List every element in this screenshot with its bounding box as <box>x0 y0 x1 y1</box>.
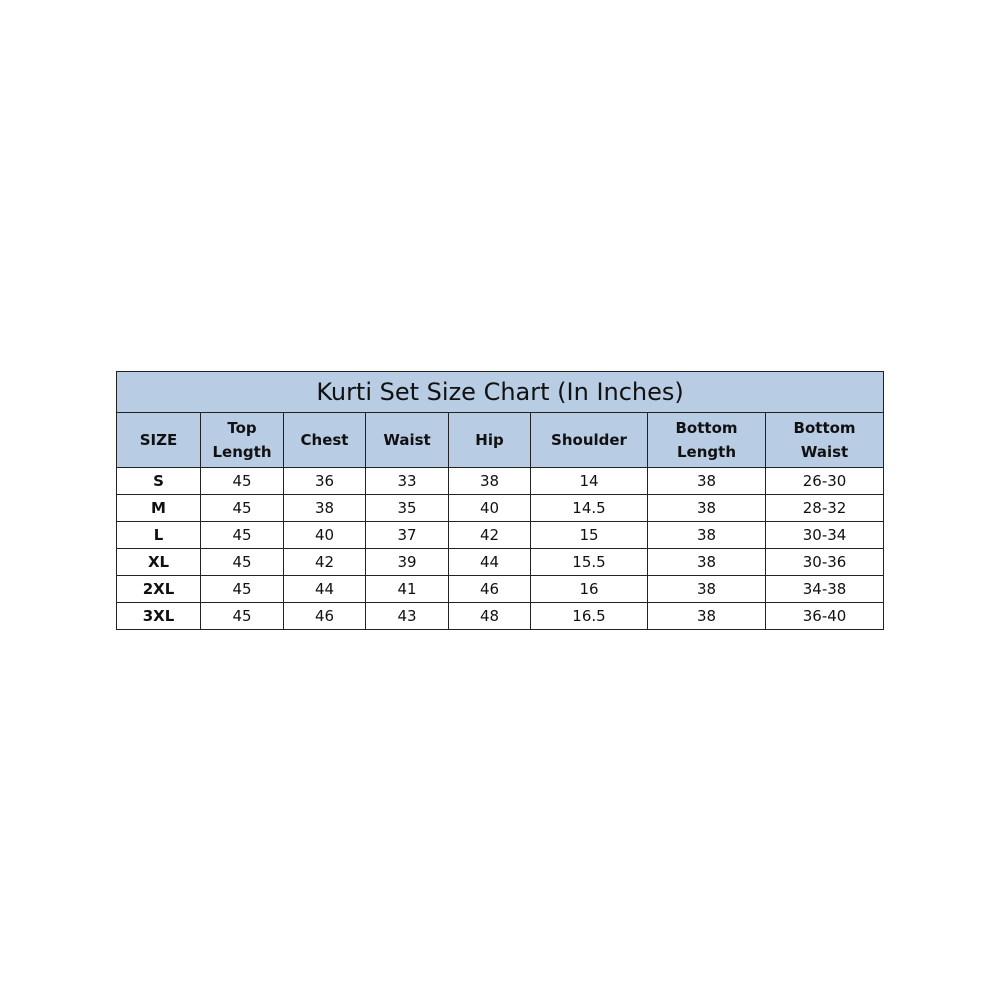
table-cell: 15 <box>530 521 648 549</box>
table-cell: 38 <box>647 467 766 495</box>
column-header-text: Hip <box>475 431 504 449</box>
table-row: 2XL 45 44 41 46 16 38 34-38 <box>116 575 885 603</box>
column-header: Shoulder <box>530 412 648 468</box>
table-cell: 30-34 <box>764 521 885 549</box>
table-cell: 38 <box>647 494 766 522</box>
table-cell: 46 <box>448 575 531 603</box>
column-header-text: Waist <box>383 431 431 449</box>
table-cell: 41 <box>365 575 449 603</box>
column-header: SIZE <box>116 412 201 468</box>
table-cell: 45 <box>200 494 284 522</box>
table-cell: 33 <box>365 467 449 495</box>
column-header-text: Length <box>677 443 736 461</box>
table-cell: 37 <box>365 521 449 549</box>
table-row: XL 45 42 39 44 15.5 38 30-36 <box>116 548 885 576</box>
size-cell: 3XL <box>116 602 201 630</box>
size-chart-table: Kurti Set Size Chart (In Inches) SIZE Top… <box>115 371 885 630</box>
table-row: 3XL 45 46 43 48 16.5 38 36-40 <box>116 602 885 630</box>
table-cell: 45 <box>200 467 284 495</box>
table-cell: 16 <box>530 575 648 603</box>
size-cell: XL <box>116 548 201 576</box>
table-cell: 45 <box>200 575 284 603</box>
table-cell: 14.5 <box>530 494 648 522</box>
table-cell: 42 <box>283 548 366 576</box>
size-cell: M <box>116 494 201 522</box>
column-header: Chest <box>283 412 366 468</box>
table-cell: 38 <box>647 575 766 603</box>
table-cell: 15.5 <box>530 548 648 576</box>
table-cell: 45 <box>200 548 284 576</box>
column-header: Waist <box>365 412 449 468</box>
column-header-text: Waist <box>800 443 849 461</box>
table-cell: 26-30 <box>764 467 885 495</box>
table-cell: 44 <box>448 548 531 576</box>
table-cell: 39 <box>365 548 449 576</box>
table-cell: 38 <box>647 548 766 576</box>
column-header: Bottom Waist <box>764 412 885 468</box>
table-cell: 45 <box>200 521 284 549</box>
table-cell: 43 <box>365 602 449 630</box>
table-cell: 36 <box>283 467 366 495</box>
table-cell: 48 <box>448 602 531 630</box>
table-row: S 45 36 33 38 14 38 26-30 <box>116 467 885 495</box>
table-cell: 28-32 <box>764 494 885 522</box>
table-cell: 36-40 <box>764 602 885 630</box>
table-title: Kurti Set Size Chart (In Inches) <box>115 371 885 413</box>
column-header-text: Chest <box>300 431 349 449</box>
table-cell: 46 <box>283 602 366 630</box>
table-cell: 45 <box>200 602 284 630</box>
table-cell: 38 <box>283 494 366 522</box>
size-cell: S <box>116 467 201 495</box>
table-cell: 38 <box>448 467 531 495</box>
table-cell: 38 <box>647 521 766 549</box>
column-header-text: Length <box>212 443 272 461</box>
table-cell: 40 <box>448 494 531 522</box>
column-header: Top Length <box>200 412 284 468</box>
table-cell: 14 <box>530 467 648 495</box>
table-cell: 44 <box>283 575 366 603</box>
column-header-text: Bottom <box>793 419 856 437</box>
size-cell: 2XL <box>116 575 201 603</box>
column-header-text: Bottom <box>675 419 738 437</box>
table-row: M 45 38 35 40 14.5 38 28-32 <box>116 494 885 522</box>
table-cell: 40 <box>283 521 366 549</box>
column-header-text: Top <box>227 419 257 437</box>
size-cell: L <box>116 521 201 549</box>
table-cell: 38 <box>647 602 766 630</box>
table-cell: 35 <box>365 494 449 522</box>
table-cell: 34-38 <box>764 575 885 603</box>
column-header: Bottom Length <box>647 412 766 468</box>
column-header-text: SIZE <box>139 431 178 449</box>
header-row: SIZE Top Length Chest Waist Hip Shoulder Bottom… <box>116 412 885 468</box>
table-cell: 30-36 <box>764 548 885 576</box>
table-cell: 16.5 <box>530 602 648 630</box>
column-header: Hip <box>448 412 531 468</box>
table-cell: 42 <box>448 521 531 549</box>
table-row: L 45 40 37 42 15 38 30-34 <box>116 521 885 549</box>
column-header-text: Shoulder <box>551 431 627 449</box>
